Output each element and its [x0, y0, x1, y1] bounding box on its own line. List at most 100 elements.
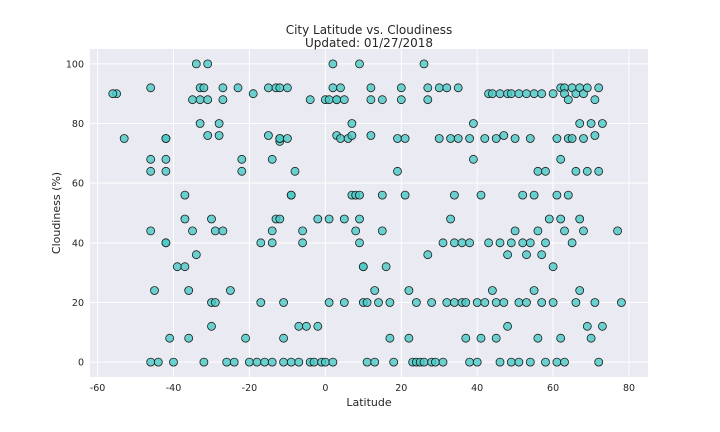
data-point [298, 226, 308, 236]
data-point [529, 89, 539, 99]
data-point [571, 166, 581, 176]
data-point [590, 95, 600, 105]
x-tick-label: 20 [395, 383, 407, 394]
data-point [203, 131, 213, 140]
data-point [476, 333, 486, 343]
data-point [598, 321, 607, 331]
data-point [146, 226, 156, 236]
data-point [582, 83, 592, 93]
data-point [411, 298, 421, 307]
data-point [286, 190, 296, 200]
data-point [180, 262, 190, 272]
data-point [427, 298, 437, 307]
data-point [586, 333, 596, 343]
data-point [108, 89, 118, 99]
data-point [457, 238, 467, 248]
data-point [582, 321, 592, 331]
data-point [347, 119, 357, 128]
data-point [522, 250, 531, 260]
data-point [153, 357, 163, 367]
data-point [438, 357, 448, 367]
data-point [537, 89, 547, 99]
data-point [241, 333, 251, 343]
data-point [146, 154, 156, 164]
data-point [377, 190, 387, 200]
data-point [510, 226, 520, 236]
data-point [400, 134, 410, 143]
data-point [275, 214, 285, 224]
data-point [480, 134, 490, 143]
data-point [419, 357, 429, 367]
data-point [294, 357, 304, 367]
data-point [385, 333, 395, 343]
data-point [218, 226, 228, 236]
data-point [453, 134, 463, 143]
data-point [522, 298, 531, 307]
chart-subtitle: Updated: 01/27/2018 [305, 36, 433, 50]
data-point [552, 357, 562, 367]
data-point [552, 134, 562, 143]
data-point [514, 357, 524, 367]
data-point [252, 357, 262, 367]
data-point [339, 298, 349, 307]
data-point [225, 286, 235, 295]
data-point [203, 95, 213, 105]
data-point [260, 357, 270, 367]
data-point [309, 357, 319, 367]
x-tick-label: 40 [471, 383, 483, 394]
data-point [491, 333, 501, 343]
data-point [324, 95, 334, 105]
data-point [506, 357, 516, 367]
data-points [108, 59, 626, 367]
data-point [529, 286, 539, 295]
data-point [237, 154, 247, 164]
data-point [222, 357, 232, 367]
data-point [525, 134, 535, 143]
y-tick-label: 80 [72, 119, 84, 130]
data-point [495, 357, 505, 367]
data-point [313, 214, 323, 224]
data-point [491, 298, 501, 307]
data-point [529, 190, 539, 200]
data-point [582, 166, 592, 176]
data-point [506, 89, 516, 99]
data-point [165, 333, 175, 343]
y-tick-labels: 0 20 40 60 80 100 [66, 59, 84, 368]
data-point [290, 166, 300, 176]
data-point [305, 95, 315, 105]
data-point [472, 298, 482, 307]
data-point [533, 166, 543, 176]
data-point [267, 226, 277, 236]
data-point [613, 226, 622, 236]
data-point [210, 226, 220, 236]
data-point [328, 357, 338, 367]
data-point [275, 134, 285, 143]
data-point [377, 95, 387, 105]
x-axis-label: Latitude [346, 396, 392, 409]
x-tick-label: 60 [547, 383, 559, 394]
data-point [146, 83, 156, 93]
data-point [541, 166, 550, 176]
data-point [191, 250, 201, 260]
data-point [248, 89, 258, 99]
data-point [366, 131, 376, 140]
data-point [188, 95, 197, 105]
data-point [381, 262, 391, 272]
data-point [563, 190, 573, 200]
data-point [579, 134, 588, 143]
data-point [465, 238, 475, 248]
data-point [598, 119, 607, 128]
data-point [438, 238, 448, 248]
data-point [393, 134, 402, 143]
data-point [324, 214, 334, 224]
data-point [244, 357, 254, 367]
data-point [423, 95, 433, 105]
data-point [203, 59, 213, 69]
data-point [362, 357, 372, 367]
data-point [374, 298, 383, 307]
data-point [320, 357, 330, 367]
data-point [279, 298, 289, 307]
data-point [567, 134, 577, 143]
